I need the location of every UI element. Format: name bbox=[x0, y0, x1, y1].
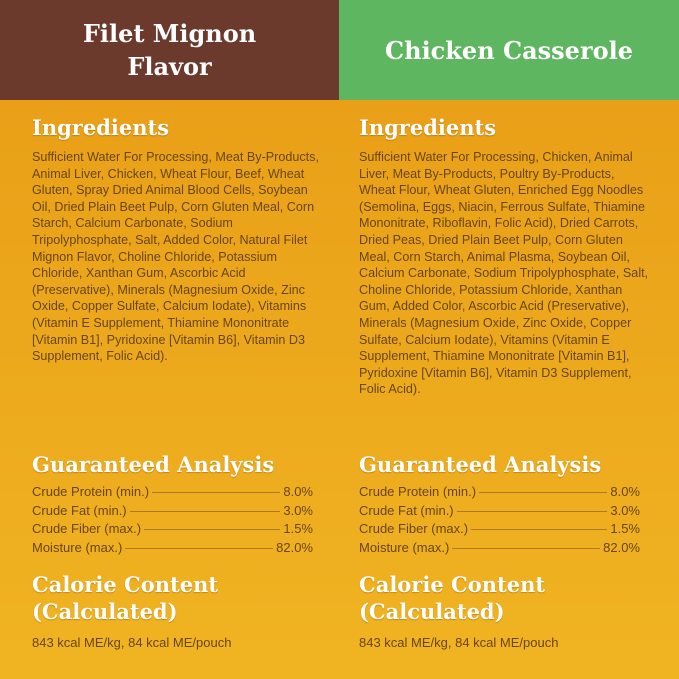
analysis-label: Moisture (max.) bbox=[32, 540, 123, 556]
section-heading: Guaranteed Analysis bbox=[359, 452, 602, 477]
analysis-label: Crude Fat (min.) bbox=[359, 502, 454, 518]
analysis-row: Crude Protein (min.) 8.0% bbox=[359, 484, 640, 503]
analysis-row: Crude Protein (min.) 8.0% bbox=[32, 484, 313, 503]
analysis-table: Crude Protein (min.) 8.0% Crude Fat (min.)… bbox=[359, 484, 640, 559]
analysis-label: Crude Fat (min.) bbox=[32, 502, 127, 518]
section-heading: Calorie Content (Calculated) bbox=[32, 572, 219, 624]
analysis-row: Moisture (max.) 82.0% bbox=[32, 540, 313, 559]
analysis-label: Crude Fiber (max.) bbox=[32, 521, 142, 537]
section-heading: Ingredients bbox=[32, 115, 170, 140]
analysis-row: Moisture (max.) 82.0% bbox=[359, 540, 640, 559]
calorie-text: 843 kcal ME/kg, 84 kcal ME/pouch bbox=[359, 635, 559, 650]
analysis-value: 82.0% bbox=[603, 540, 640, 556]
leader-line bbox=[125, 548, 274, 550]
analysis-value: 8.0% bbox=[610, 484, 640, 499]
ingredients-text: Sufficient Water For Processing, Meat By… bbox=[32, 150, 319, 364]
leader-line bbox=[456, 510, 608, 512]
leader-line bbox=[479, 492, 608, 493]
analysis-value: 82.0% bbox=[276, 540, 313, 556]
analysis-label: Crude Fiber (max.) bbox=[359, 521, 469, 537]
analysis-value: 1.5% bbox=[610, 521, 640, 537]
column-header: Chicken Casserole bbox=[339, 0, 679, 100]
analysis-row: Crude Fiber (max.) 1.5% bbox=[32, 521, 313, 540]
leader-line bbox=[129, 510, 281, 512]
column: Filet Mignon Flavor Ingredients Sufficient… bbox=[0, 0, 339, 679]
section-heading: Ingredients bbox=[359, 115, 497, 140]
section-heading: Calorie Content (Calculated) bbox=[359, 572, 546, 624]
header-title: Filet Mignon Flavor bbox=[82, 19, 257, 81]
leader-line bbox=[152, 492, 281, 493]
analysis-label: Crude Protein (min.) bbox=[359, 484, 477, 499]
analysis-row: Crude Fat (min.) 3.0% bbox=[32, 503, 313, 522]
column: Chicken Casserole Ingredients Sufficient W… bbox=[339, 0, 679, 679]
analysis-table: Crude Protein (min.) 8.0% Crude Fat (min.)… bbox=[32, 484, 313, 559]
calorie-text: 843 kcal ME/kg, 84 kcal ME/pouch bbox=[32, 635, 232, 650]
analysis-value: 1.5% bbox=[283, 521, 313, 537]
analysis-value: 3.0% bbox=[610, 502, 640, 518]
analysis-row: Crude Fat (min.) 3.0% bbox=[359, 503, 640, 522]
header-title: Chicken Casserole bbox=[385, 35, 633, 65]
leader-line bbox=[452, 548, 601, 550]
ingredients-text: Sufficient Water For Processing, Chicken… bbox=[359, 150, 649, 397]
column-header: Filet Mignon Flavor bbox=[0, 0, 339, 100]
analysis-value: 3.0% bbox=[283, 502, 313, 518]
analysis-value: 8.0% bbox=[283, 484, 313, 499]
leader-line bbox=[144, 529, 281, 531]
section-heading: Guaranteed Analysis bbox=[32, 452, 275, 477]
leader-line bbox=[471, 529, 608, 531]
analysis-label: Crude Protein (min.) bbox=[32, 484, 150, 499]
analysis-row: Crude Fiber (max.) 1.5% bbox=[359, 521, 640, 540]
analysis-label: Moisture (max.) bbox=[359, 540, 450, 556]
